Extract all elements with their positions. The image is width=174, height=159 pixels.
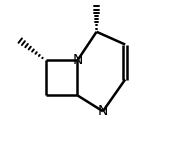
Text: N: N [98,104,108,118]
Text: N: N [72,53,83,67]
